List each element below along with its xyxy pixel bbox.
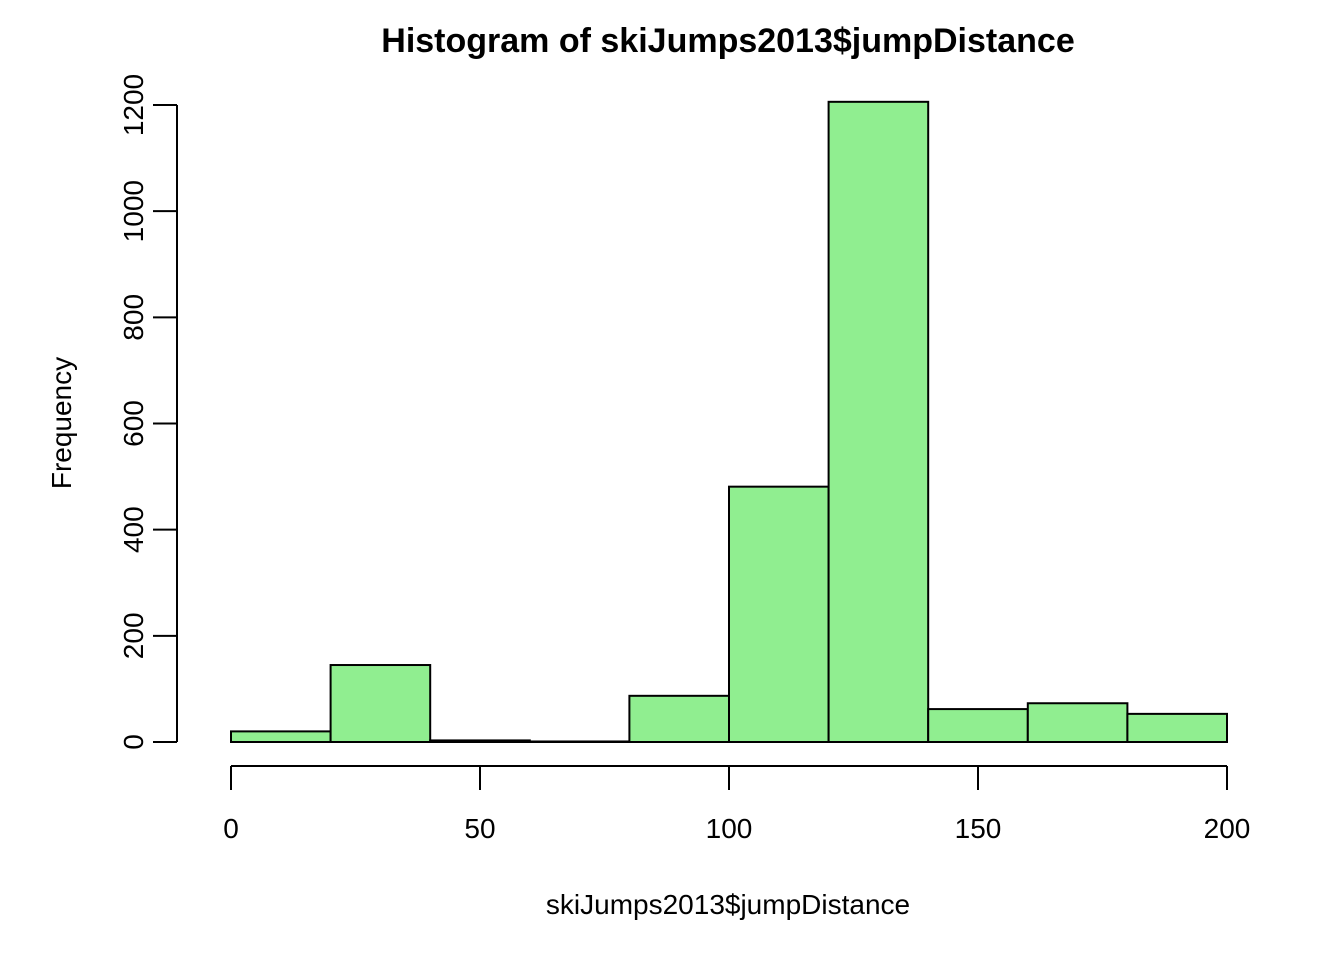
histogram-bar	[528, 740, 631, 744]
histogram-bar	[1026, 702, 1129, 743]
y-tick-label: 1000	[118, 180, 149, 242]
chart-title: Histogram of skiJumps2013$jumpDistance	[381, 22, 1074, 60]
x-tick-label: 150	[955, 813, 1002, 844]
histogram-bar	[827, 100, 930, 743]
y-axis: 0 200 400 600 800 1000 1200	[118, 74, 178, 750]
x-axis-label: skiJumps2013$jumpDistance	[546, 889, 910, 920]
histogram-bar	[927, 708, 1029, 743]
x-tick-label: 50	[464, 813, 495, 844]
y-tick-label: 0	[118, 734, 149, 750]
histogram-bar	[1126, 712, 1229, 744]
histogram-bar	[230, 730, 332, 744]
y-tick-label: 400	[118, 506, 149, 553]
y-tick-label: 800	[118, 294, 149, 341]
x-tick-label: 100	[706, 813, 753, 844]
histogram-bar	[628, 694, 731, 744]
y-tick-label: 200	[118, 612, 149, 659]
y-axis-label: Frequency	[46, 357, 77, 489]
x-tick-label: 200	[1204, 813, 1251, 844]
bars-layer	[230, 100, 1229, 744]
histogram-bar	[429, 739, 531, 743]
y-tick-label: 1200	[118, 74, 149, 136]
y-tick-label: 600	[118, 400, 149, 447]
x-axis: 0 50 100 150 200	[223, 765, 1251, 844]
histogram-bar	[329, 664, 432, 744]
histogram-bar	[728, 485, 830, 743]
x-tick-label: 0	[223, 813, 239, 844]
